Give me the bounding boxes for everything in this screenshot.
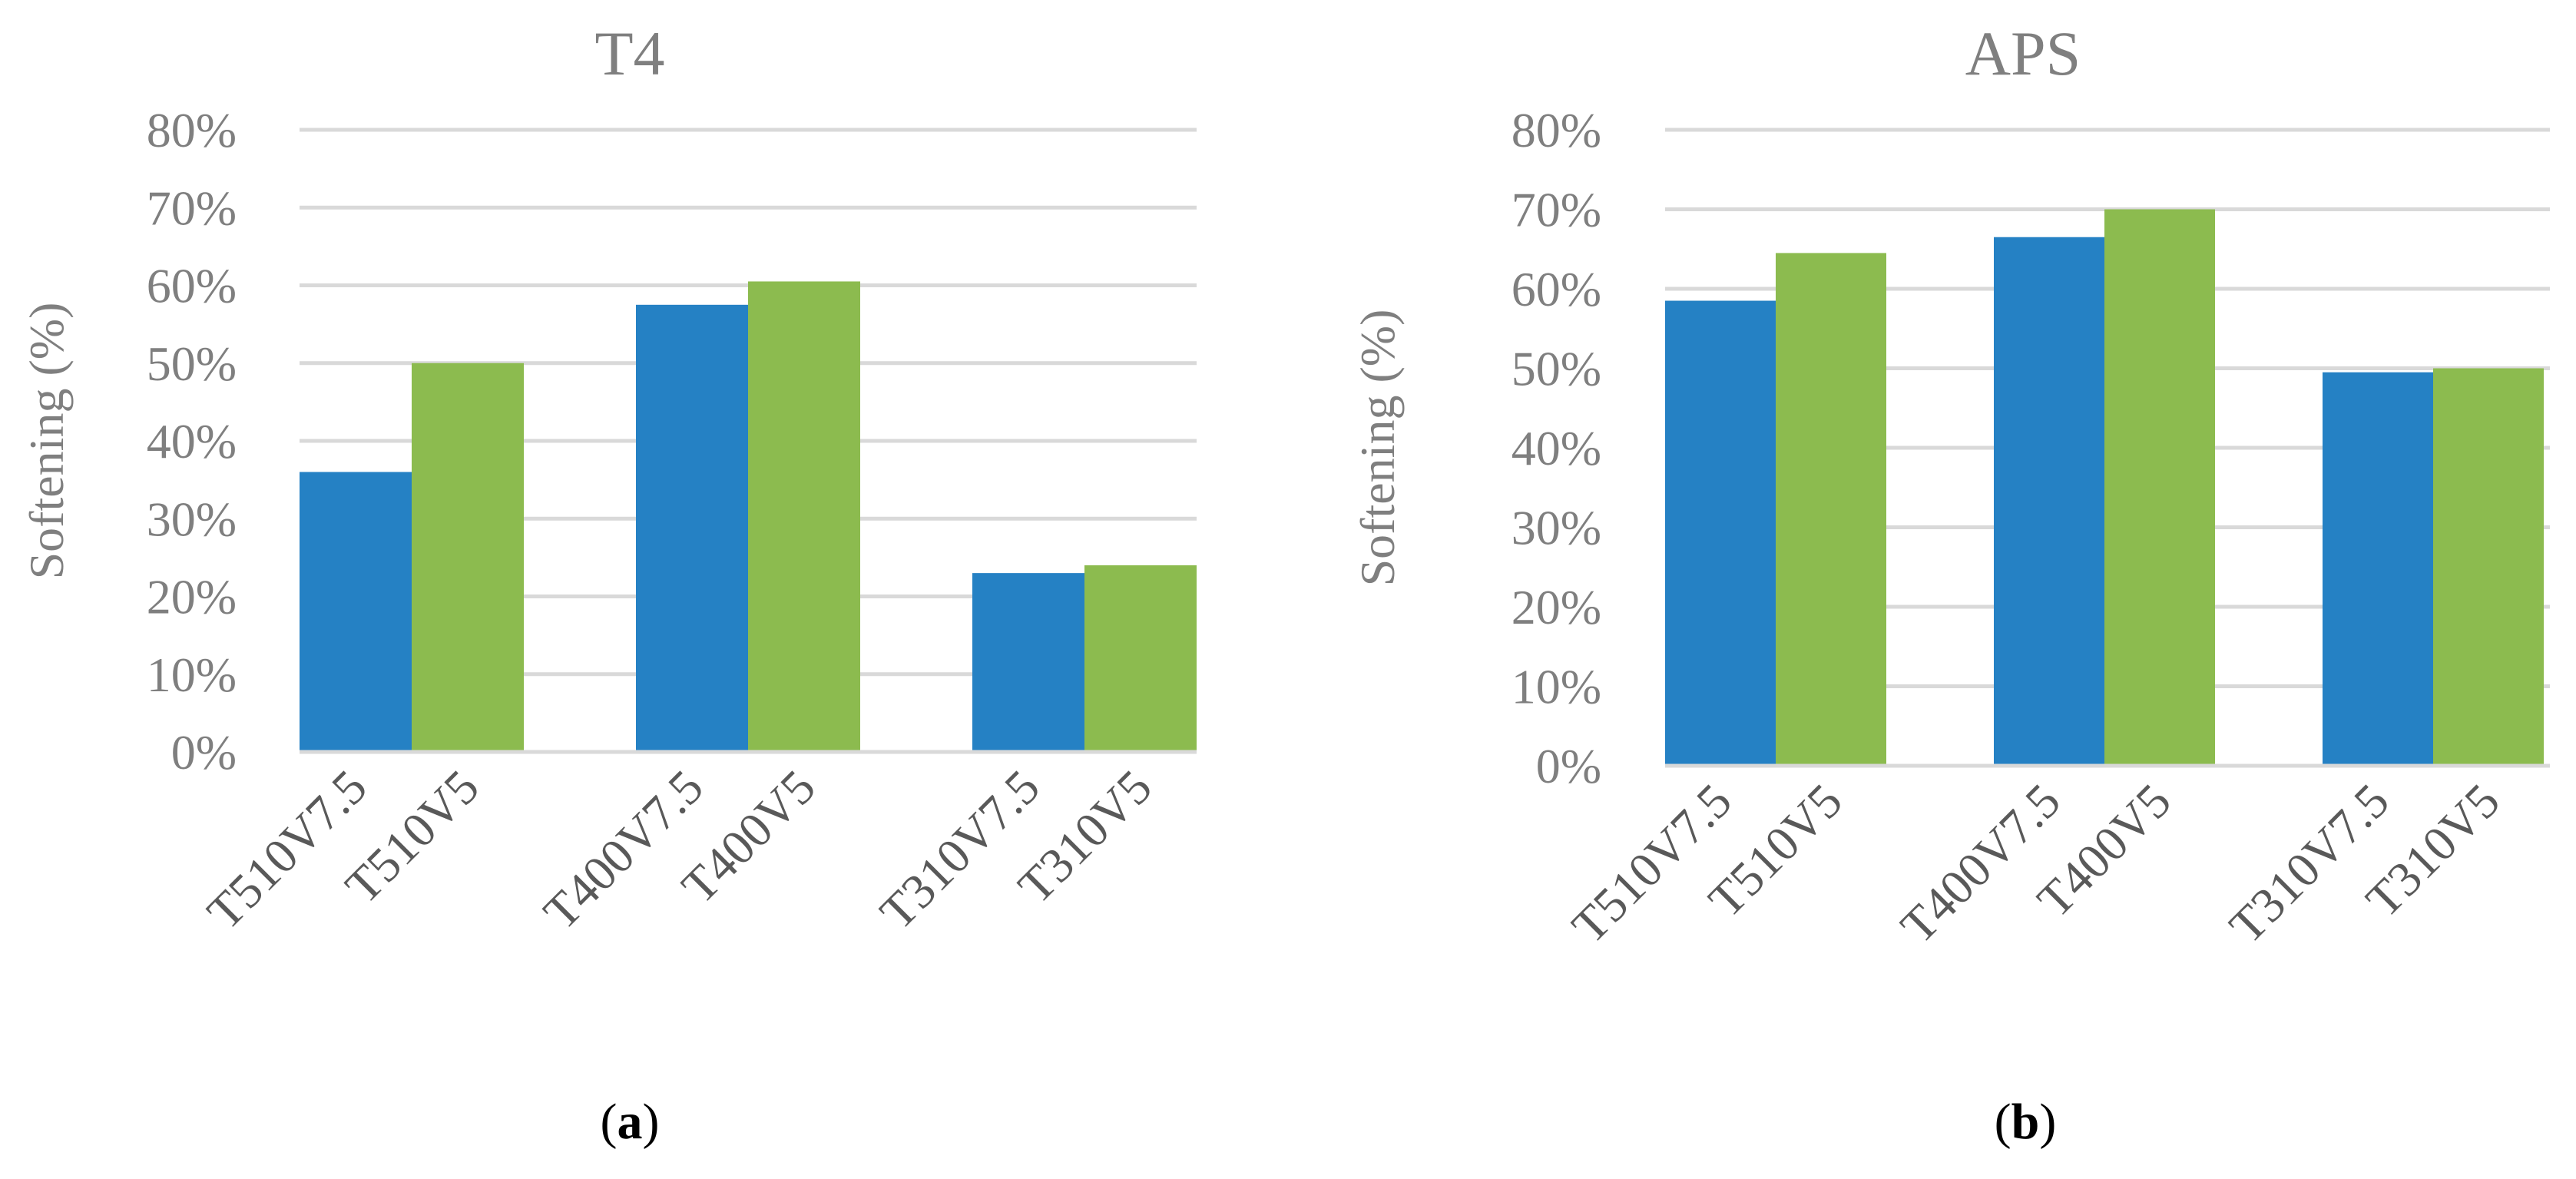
x-tick-label: T400V7.5 [1890,773,2071,954]
bar-T400V7.5 [1994,237,2104,767]
panel-caption: (b) [1995,1094,2057,1150]
x-tick-label: T510V7.5 [1561,773,1742,954]
y-axis-label: Softening (%) [19,303,74,580]
panel-caption: (a) [601,1094,660,1150]
y-tick-label: 10% [147,647,237,702]
y-tick-label: 0% [171,725,237,780]
bar-T510V7.5 [1665,300,1776,766]
y-tick-label: 0% [1536,739,1601,793]
y-tick-label: 80% [147,103,237,157]
bar-T400V5 [2104,209,2215,766]
y-tick-label: 30% [147,492,237,546]
caption-close-paren: ) [2039,1094,2056,1150]
bar-T310V7.5 [972,573,1084,752]
caption-letter: a [618,1094,643,1150]
caption-open-paren: ( [1995,1094,2011,1150]
y-tick-label: 40% [147,414,237,469]
bar-T400V5 [748,281,860,752]
bar-T510V5 [412,363,524,752]
y-tick-label: 60% [147,259,237,313]
caption-open-paren: ( [601,1094,618,1150]
y-tick-label: 30% [1511,501,1601,555]
y-tick-label: 50% [147,336,237,391]
chart-title: APS [1965,18,2081,88]
y-tick-label: 60% [1511,262,1601,316]
y-tick-label: 40% [1511,421,1601,475]
y-tick-label: 80% [1511,103,1601,157]
chart-panel-1: APS 0% 10% 20% 30% 40% 50% 60% 70% 80% Softening (… [1350,18,2550,1150]
y-tick-label: 50% [1511,342,1601,396]
bar-T400V7.5 [636,304,748,752]
bar-T510V7.5 [300,472,412,752]
y-tick-label: 20% [147,570,237,624]
chart-title: T4 [594,18,664,88]
chart-panel-0: T4 0% 10% 20% 30% 40% 50% 60% 70% 80% Softening (%… [19,18,1197,1150]
y-axis-label: Softening (%) [1350,310,1405,587]
x-tick-label: T400V7.5 [533,760,714,940]
y-tick-label: 70% [1511,183,1601,237]
bar-T510V5 [1776,253,1886,766]
bar-T310V5 [1084,565,1197,752]
x-tick-label: T310V7.5 [869,760,1050,940]
y-tick-label: 70% [147,180,237,235]
caption-letter: b [2011,1094,2040,1150]
bar-T310V5 [2433,368,2544,766]
y-tick-label: 20% [1511,580,1601,634]
x-tick-label: T510V7.5 [197,760,377,940]
x-tick-label: T310V7.5 [2219,773,2399,954]
y-tick-label: 10% [1511,660,1601,714]
caption-close-paren: ) [643,1094,660,1150]
bar-T310V7.5 [2323,372,2433,766]
